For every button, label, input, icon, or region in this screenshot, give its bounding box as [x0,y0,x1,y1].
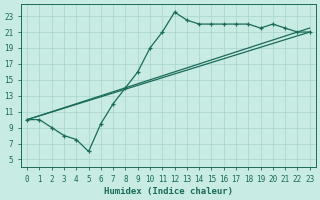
X-axis label: Humidex (Indice chaleur): Humidex (Indice chaleur) [104,187,233,196]
